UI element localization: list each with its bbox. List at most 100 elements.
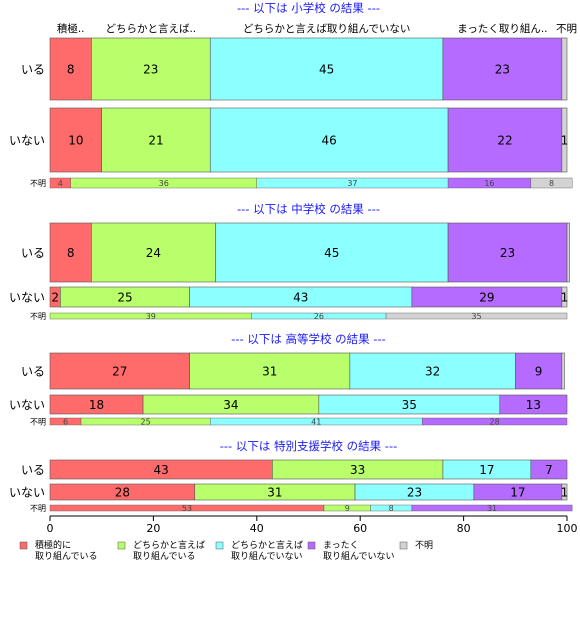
bar-segment — [530, 459, 568, 480]
bar-segment — [49, 352, 190, 390]
row-label: いる — [21, 63, 45, 77]
legend-label: 取り組んでいる — [133, 550, 196, 562]
top-category-label: どちらかと言えば.. — [105, 22, 196, 35]
bar-segment — [530, 177, 573, 189]
data-label: 16 — [484, 179, 494, 188]
row-label: いない — [9, 291, 45, 305]
data-label: 43 — [154, 463, 169, 477]
bar-segment — [566, 222, 570, 283]
bar-segment — [49, 37, 92, 101]
data-label: 8 — [67, 63, 75, 77]
row-label: いない — [9, 398, 45, 412]
data-label: 25 — [141, 418, 151, 427]
bar-segment — [349, 352, 516, 390]
bar-segment — [49, 107, 103, 173]
data-label: 45 — [324, 246, 339, 260]
row-label: 不明 — [30, 418, 46, 427]
x-tick-label: 80 — [457, 522, 471, 535]
bar-segment — [442, 37, 563, 101]
data-label: 8 — [389, 504, 394, 513]
row-label: いる — [21, 246, 45, 260]
data-label: 7 — [545, 463, 553, 477]
bar-segment — [385, 312, 568, 320]
x-tick-label: 0 — [47, 522, 54, 535]
bar-segment — [49, 222, 92, 283]
data-label: 33 — [350, 463, 365, 477]
data-label: 25 — [117, 291, 132, 305]
bar-segment — [561, 352, 565, 390]
data-label: 22 — [497, 134, 512, 148]
data-label: 23 — [495, 63, 510, 77]
legend-swatch — [19, 541, 28, 550]
data-label: 23 — [143, 63, 158, 77]
data-label: 9 — [535, 365, 543, 379]
data-label: 8 — [67, 246, 75, 260]
bar-segment — [209, 37, 444, 101]
row-label: いない — [9, 486, 45, 500]
data-label: 9 — [345, 504, 350, 513]
bar-segment — [514, 352, 563, 390]
bar-segment — [561, 107, 568, 173]
data-label: 34 — [223, 398, 238, 412]
panel-title: --- 以下は 小学校 の結果 --- — [237, 1, 380, 15]
legend-label: どちらかと言えば — [133, 539, 205, 551]
row-label: 不明 — [30, 312, 46, 321]
data-label: 21 — [148, 134, 163, 148]
x-tick-label: 60 — [353, 522, 367, 535]
data-label: 41 — [311, 418, 321, 427]
legend-label: 取り組んでいない — [323, 550, 395, 562]
bar-segment — [422, 417, 568, 426]
row-label: 不明 — [30, 504, 46, 513]
bar-segment — [215, 222, 449, 283]
data-label: 36 — [159, 179, 169, 188]
bar-segment — [561, 483, 568, 501]
row-label: 不明 — [30, 179, 46, 188]
legend-swatch — [215, 541, 224, 550]
data-label: 46 — [322, 134, 337, 148]
data-label: 32 — [425, 365, 440, 379]
data-label: 17 — [479, 463, 494, 477]
data-label: 31 — [262, 365, 277, 379]
data-label: 24 — [146, 246, 161, 260]
data-label: 1 — [561, 486, 569, 500]
x-tick-label: 40 — [250, 522, 264, 535]
data-label: 2 — [51, 291, 59, 305]
legend-label: 不明 — [415, 540, 433, 551]
data-label: 31 — [267, 486, 282, 500]
legend-swatch — [117, 541, 126, 550]
data-label: 8 — [549, 179, 554, 188]
data-label: 39 — [146, 312, 156, 321]
data-label: 6 — [63, 418, 68, 427]
data-label: 45 — [319, 63, 334, 77]
legend-label: 積極的に — [35, 539, 71, 551]
bar-segment — [101, 107, 211, 173]
bar-segment — [561, 286, 568, 308]
data-label: 23 — [500, 246, 515, 260]
data-label: 18 — [89, 398, 104, 412]
data-label: 53 — [182, 504, 192, 513]
bar-segment — [561, 37, 568, 101]
data-label: 28 — [490, 418, 500, 427]
row-label: いない — [9, 134, 45, 148]
bar-segment — [411, 504, 573, 512]
data-label: 35 — [402, 398, 417, 412]
data-label: 29 — [479, 291, 494, 305]
bar-segment — [447, 222, 568, 283]
x-tick-label: 20 — [146, 522, 160, 535]
panel-title: --- 以下は 高等学校 の結果 --- — [231, 332, 386, 346]
bar-segment — [91, 222, 216, 283]
legend-swatch — [307, 541, 316, 550]
top-category-label: まったく取り組ん.. — [457, 22, 547, 35]
bar-segment — [189, 352, 351, 390]
data-label: 1 — [561, 291, 569, 305]
bar-segment — [91, 37, 211, 101]
top-category-label: どちらかと言えば取り組んでいない — [243, 22, 410, 35]
x-tick-label: 100 — [557, 522, 578, 535]
legend-swatch — [399, 541, 408, 550]
data-label: 27 — [112, 365, 127, 379]
data-label: 26 — [314, 312, 324, 321]
data-label: 43 — [293, 291, 308, 305]
data-label: 37 — [347, 179, 357, 188]
legend-label: まったく — [323, 540, 359, 551]
